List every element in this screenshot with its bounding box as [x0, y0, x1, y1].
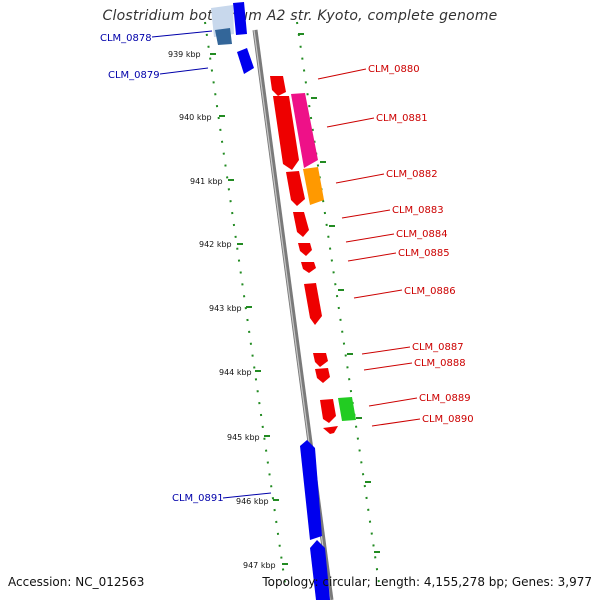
gene-CLM_0880[interactable] — [270, 76, 286, 96]
tick-label: 941 kbp — [190, 177, 223, 186]
connector-CLM_0881 — [326, 117, 375, 128]
connector-CLM_0885 — [347, 252, 397, 262]
gene-CLM_0889[interactable] — [320, 399, 336, 423]
tick-label: 946 kbp — [236, 497, 269, 506]
gene-CLM_0887[interactable] — [313, 353, 328, 367]
tick-label: 942 kbp — [199, 240, 232, 249]
tick-label: 947 kbp — [243, 561, 276, 570]
connector-CLM_0878 — [151, 30, 213, 38]
topology-text: Topology: circular; Length: 4,155,278 bp… — [262, 575, 592, 589]
major-ticks-right — [298, 33, 380, 553]
gene-label-CLM_0884[interactable]: CLM_0884 — [396, 229, 448, 240]
connector-CLM_0884 — [345, 233, 395, 243]
gene-CLM_0890[interactable] — [323, 426, 338, 434]
gene-CLM_0878[interactable] — [215, 28, 232, 45]
gene-label-CLM_0886[interactable]: CLM_0886 — [404, 286, 456, 297]
gene-CLM_0881[interactable] — [273, 96, 299, 170]
connector-CLM_0890 — [371, 418, 421, 427]
connector-CLM_0880 — [317, 68, 367, 80]
accession-text: Accession: NC_012563 — [8, 575, 145, 589]
gene-label-CLM_0880[interactable]: CLM_0880 — [368, 64, 420, 75]
connector-CLM_0882 — [335, 173, 385, 184]
gene-CLM_0886[interactable] — [304, 283, 322, 325]
gene-CLM_0891-next[interactable] — [310, 540, 330, 600]
gene-CLM_0879[interactable] — [237, 48, 254, 74]
tick-label: 939 kbp — [168, 50, 201, 59]
map-title: Clostridium botulinum A2 str. Kyoto, com… — [102, 8, 498, 24]
gene-label-CLM_0882[interactable]: CLM_0882 — [386, 169, 438, 180]
connector-CLM_0891 — [222, 492, 272, 499]
gene-label-CLM_0887[interactable]: CLM_0887 — [412, 342, 464, 353]
tick-label: 943 kbp — [209, 304, 242, 313]
connector-CLM_0879 — [159, 67, 209, 75]
gene-CLM_0885[interactable] — [301, 262, 316, 273]
connector-CLM_0887 — [361, 346, 411, 355]
gene-label-CLM_0888[interactable]: CLM_0888 — [414, 358, 466, 369]
tick-label: 944 kbp — [219, 368, 252, 377]
gene-label-CLM_0881[interactable]: CLM_0881 — [376, 113, 428, 124]
connector-CLM_0886 — [353, 289, 403, 299]
gene-CLM_0884[interactable] — [298, 243, 312, 256]
gene-CLM_0882[interactable] — [286, 171, 305, 206]
gene-label-CLM_0878[interactable]: CLM_0878 — [100, 33, 152, 44]
gene-label-CLM_0883[interactable]: CLM_0883 — [392, 205, 444, 216]
gene-CLM_0891[interactable] — [300, 440, 322, 540]
gene-label-CLM_0879[interactable]: CLM_0879 — [108, 70, 160, 81]
gene-label-CLM_0890[interactable]: CLM_0890 — [422, 414, 474, 425]
gene-label-CLM_0885[interactable]: CLM_0885 — [398, 248, 450, 259]
connector-CLM_0889 — [368, 397, 418, 407]
tick-label: 940 kbp — [179, 113, 212, 122]
major-ticks — [210, 53, 288, 565]
gene-CLM_0889-alt[interactable] — [338, 397, 356, 421]
gene-CLM_0881-alt[interactable] — [291, 93, 318, 168]
gene-CLM_0888[interactable] — [315, 368, 330, 383]
gene-CLM_0882-alt[interactable] — [303, 167, 324, 205]
gene-CLM_0883[interactable] — [293, 212, 309, 237]
forward-connectors — [317, 68, 421, 427]
gene-CLM_0878-arrow[interactable] — [233, 2, 247, 35]
connector-CLM_0883 — [341, 209, 391, 219]
connector-CLM_0888 — [363, 362, 413, 371]
gene-label-CLM_0889[interactable]: CLM_0889 — [419, 393, 471, 404]
gene-label-CLM_0891[interactable]: CLM_0891 — [172, 493, 224, 504]
tick-label: 945 kbp — [227, 433, 260, 442]
